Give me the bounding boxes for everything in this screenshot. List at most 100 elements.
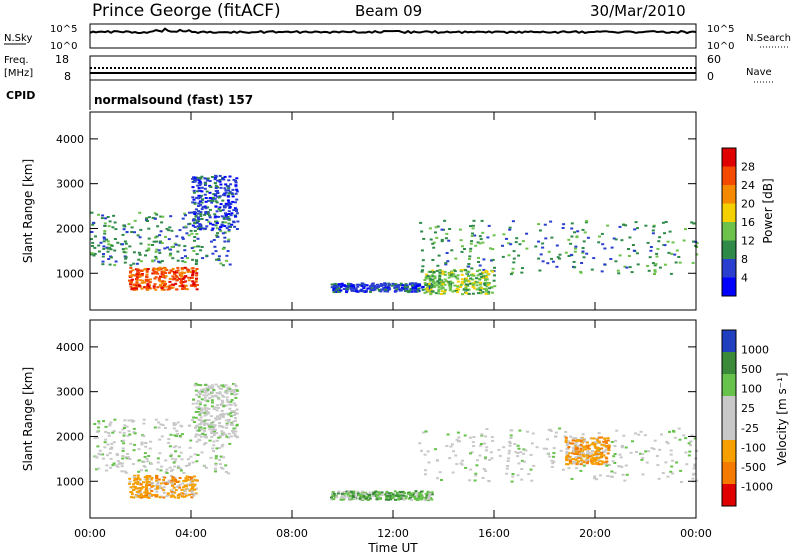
velocity-data-cell <box>597 453 601 456</box>
velocity-data-cell <box>569 435 573 438</box>
velocity-data-cell <box>509 437 513 439</box>
velocity-data-cell <box>593 460 597 462</box>
velocity-data-cell <box>485 446 489 449</box>
velocity-data-cell <box>489 451 493 454</box>
power-data-cell <box>452 273 456 276</box>
power-data-cell <box>671 241 675 244</box>
power-data-cell <box>550 257 553 260</box>
velocity-data-cell <box>508 440 512 443</box>
velocity-data-cell <box>139 487 143 490</box>
power-data-cell <box>219 183 223 186</box>
velocity-data-cell <box>144 469 148 472</box>
velocity-data-cell <box>217 406 220 409</box>
power-data-cell <box>420 230 424 233</box>
velocity-data-cell <box>205 410 208 412</box>
velocity-data-cell <box>170 479 174 482</box>
velocity-data-cell <box>145 478 149 481</box>
velocity-data-cell <box>131 463 135 465</box>
power-data-cell <box>581 247 585 249</box>
power-data-cell <box>455 288 459 290</box>
power-data-cell <box>433 285 437 288</box>
power-data-cell <box>330 283 334 286</box>
power-data-cell <box>200 208 204 211</box>
power-data-cell <box>452 275 455 278</box>
velocity-data-cell <box>145 483 149 486</box>
velocity-data-cell <box>611 460 615 463</box>
velocity-region-2 <box>191 382 240 439</box>
power-data-cell <box>396 286 400 289</box>
power-data-cell <box>449 270 453 273</box>
power-data-cell <box>234 179 237 182</box>
power-data-cell <box>216 195 220 198</box>
power-data-cell <box>216 232 220 235</box>
power-data-cell <box>491 270 495 273</box>
velocity-data-cell <box>200 388 204 391</box>
velocity-data-cell <box>461 459 464 462</box>
power-data-cell <box>464 277 468 280</box>
power-data-cell <box>388 288 392 291</box>
velocity-data-cell <box>174 450 178 453</box>
velocity-data-cell <box>157 478 161 481</box>
velocity-data-cell <box>195 393 199 396</box>
velocity-data-cell <box>156 485 160 488</box>
velocity-data-cell <box>170 469 173 472</box>
velocity-data-cell <box>203 427 207 430</box>
velocity-data-cell <box>211 447 215 450</box>
velocity-data-cell <box>574 456 578 459</box>
power-data-cell <box>471 232 474 235</box>
velocity-data-cell <box>387 498 391 501</box>
power-data-cell <box>366 287 370 290</box>
velocity-data-cell <box>114 464 118 467</box>
velocity-data-cell <box>580 460 583 463</box>
power-data-cell <box>466 283 469 286</box>
power-data-cell <box>375 287 379 290</box>
power-data-cell <box>484 292 488 295</box>
velocity-data-cell <box>673 436 677 439</box>
velocity-data-cell <box>224 464 228 467</box>
power-data-cell <box>195 221 199 224</box>
power-data-cell <box>600 270 604 273</box>
velocity-data-cell <box>488 458 492 461</box>
velocity-data-cell <box>464 466 468 469</box>
power-data-cell <box>106 250 110 253</box>
velocity-data-cell <box>226 472 230 475</box>
velocity-data-cell <box>394 498 397 501</box>
velocity-data-cell <box>351 496 355 498</box>
velocity-data-cell <box>184 494 188 497</box>
velocity-data-cell <box>136 480 140 483</box>
velocity-data-cell <box>624 464 628 467</box>
power-data-cell <box>227 210 231 213</box>
power-data-cell <box>210 240 213 243</box>
velocity-data-cell <box>224 404 228 407</box>
velocity-data-cell <box>402 498 406 501</box>
velocity-data-cell <box>234 385 238 388</box>
power-data-cell <box>428 277 432 280</box>
velocity-data-cell <box>176 432 180 435</box>
power-data-cell <box>469 247 473 250</box>
power-data-cell <box>468 282 472 285</box>
power-data-cell <box>194 263 198 265</box>
velocity-data-cell <box>454 454 458 457</box>
velocity-data-cell <box>229 400 233 403</box>
power-data-cell <box>164 275 168 278</box>
velocity-data-cell <box>139 483 143 486</box>
power-data-cell <box>485 288 488 291</box>
power-data-cell <box>170 229 174 232</box>
velocity-data-cell <box>529 453 533 456</box>
power-data-cell <box>181 236 185 239</box>
power-data-cell <box>168 277 172 280</box>
velocity-data-cell <box>205 413 209 416</box>
velocity-data-cell <box>191 486 194 489</box>
power-data-cell <box>235 198 239 201</box>
power-data-cell <box>122 228 126 231</box>
velocity-data-cell <box>226 387 229 390</box>
velocity-data-cell <box>227 420 231 423</box>
velocity-data-cell <box>202 424 206 426</box>
velocity-data-cell <box>214 417 218 420</box>
power-data-cell <box>567 255 571 257</box>
power-data-cell <box>198 196 202 199</box>
velocity-data-cell <box>656 464 660 467</box>
velocity-data-cell <box>201 433 205 435</box>
power-data-cell <box>467 270 471 273</box>
velocity-data-cell <box>178 436 182 439</box>
